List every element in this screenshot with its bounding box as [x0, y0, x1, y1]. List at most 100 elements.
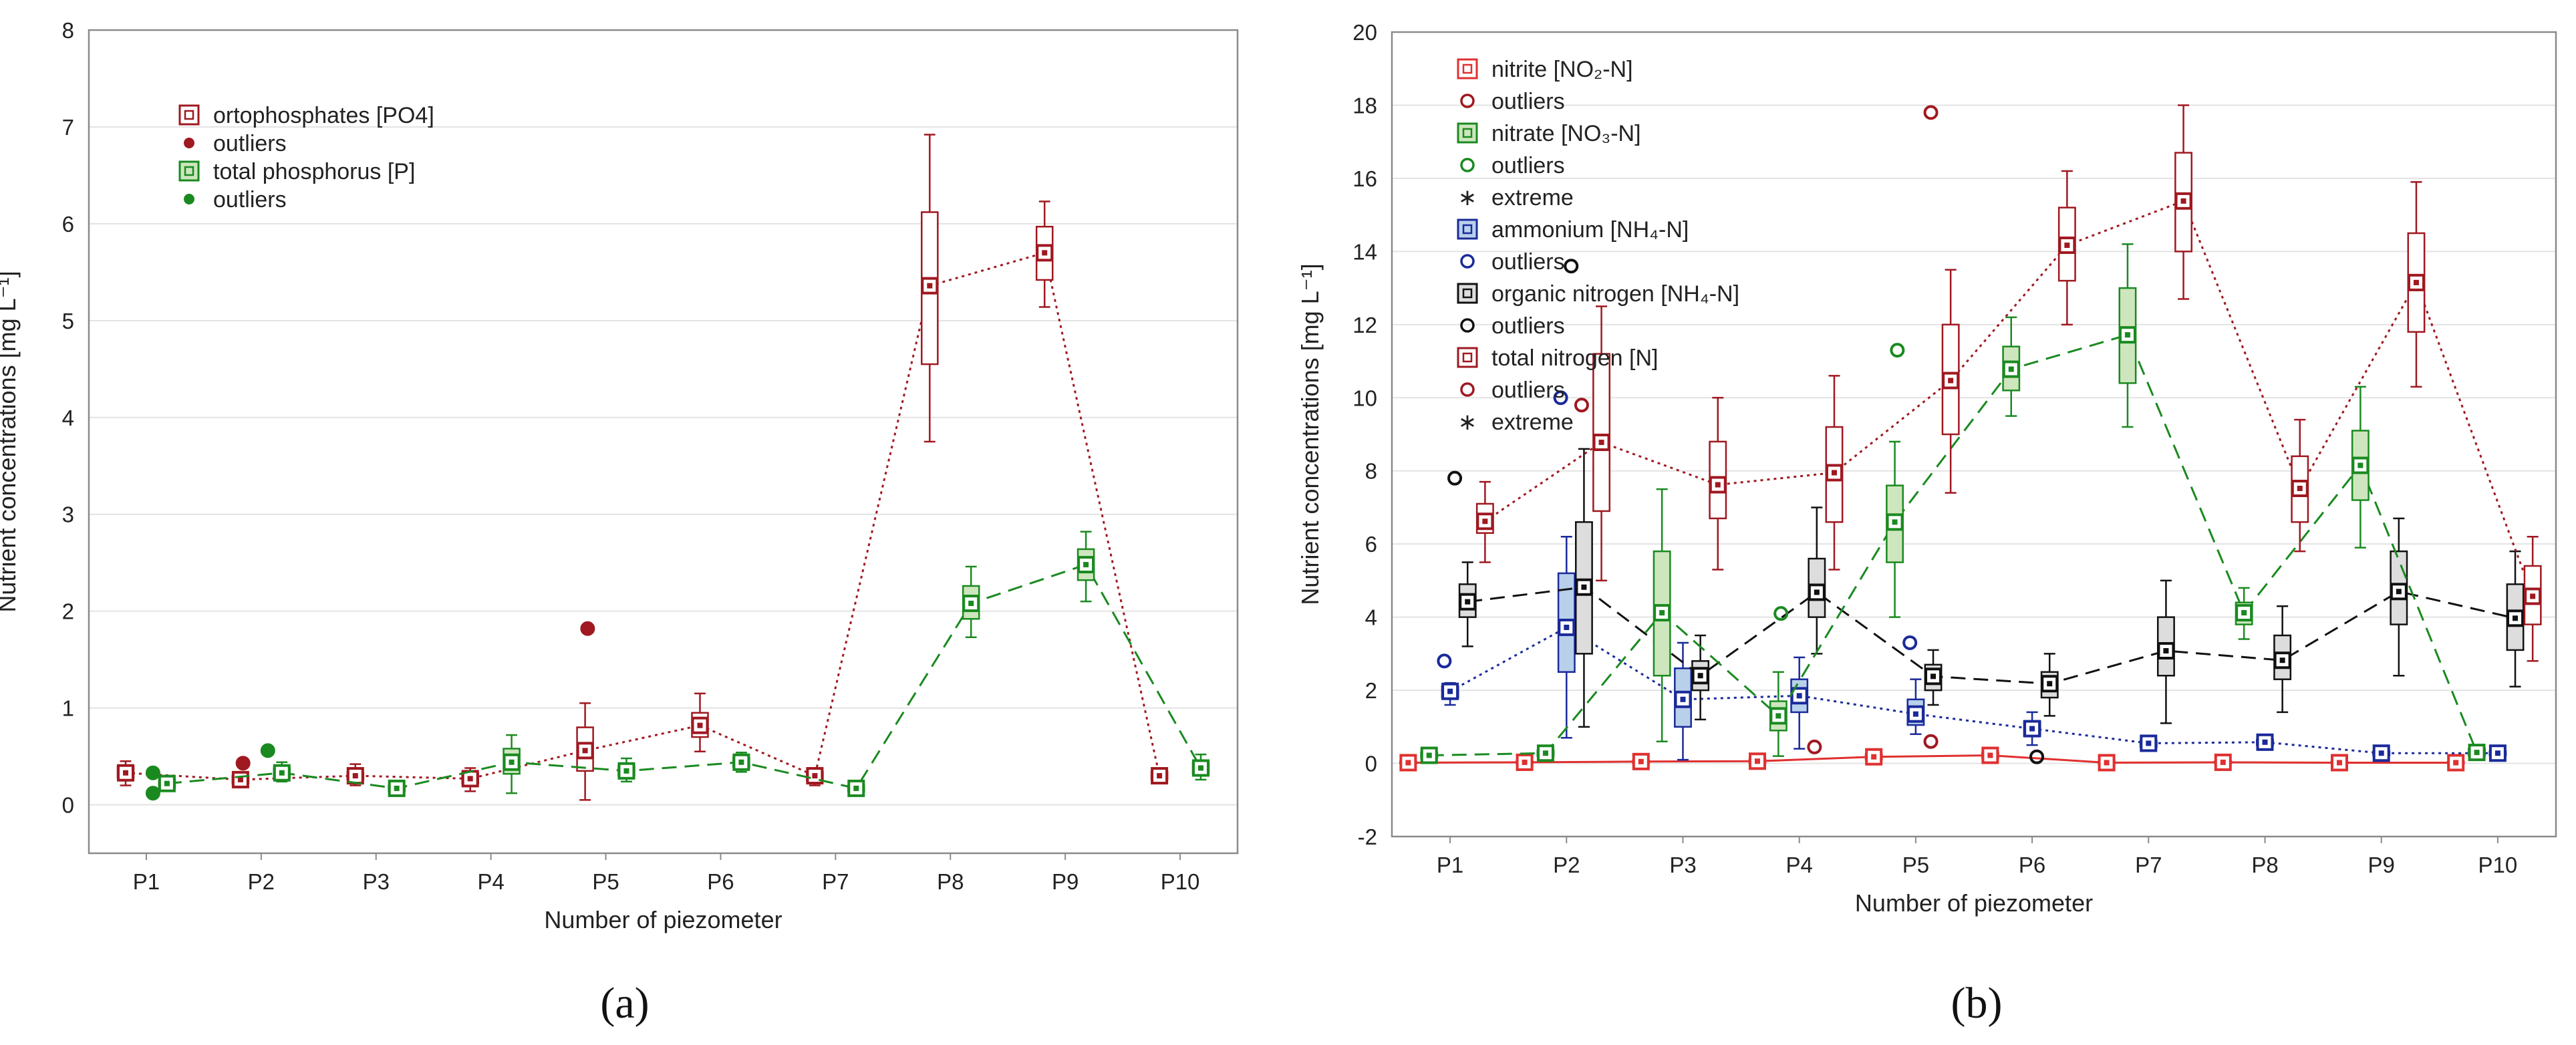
b-y-tick-label: 14 — [1352, 239, 1377, 264]
b-legend-swatch — [1457, 283, 1478, 304]
a-median-dot — [853, 785, 859, 791]
a-legend-swatch — [184, 138, 194, 148]
b-median-dot — [1987, 752, 1993, 758]
a-median-dot — [623, 768, 629, 774]
b-legend-label: nitrate [NO₃-N] — [1491, 121, 1641, 146]
b-median-dot — [1871, 754, 1877, 760]
a-legend-label: outliers — [213, 131, 287, 156]
b-y-tick-label: 8 — [1365, 459, 1377, 484]
b-y-tick-label: 6 — [1365, 532, 1377, 557]
a-x-tick-label: P2 — [248, 869, 275, 894]
b-legend-swatch — [1457, 347, 1478, 368]
b-x-tick-label: P4 — [1786, 853, 1813, 877]
b-median-dot — [1948, 378, 1954, 384]
b-median-dot — [2413, 279, 2419, 285]
b-legend-swatch — [1460, 318, 1475, 333]
b-outlier-point — [1553, 390, 1568, 406]
b-x-tick-label: P5 — [1902, 853, 1929, 877]
a-median-dot — [1083, 562, 1089, 568]
b-legend-swatch — [1457, 58, 1478, 80]
a-median-line — [125, 251, 1161, 781]
a-x-tick-label: P4 — [477, 869, 504, 894]
a-median-dot — [1042, 250, 1048, 256]
chart-panel-b: -2 0 2 4 6 8 10 12 14 16 18 20 P1 P2 P3 P4 P5 P6 P7 P8 P9 P10… — [1296, 20, 2557, 1028]
b-box — [1592, 353, 1611, 512]
b-outlier-point — [1923, 734, 1939, 749]
b-y-tick-label: 18 — [1352, 93, 1377, 118]
a-x-tick-label: P9 — [1052, 869, 1079, 894]
a-median-dot — [279, 770, 285, 776]
b-median-dot — [2262, 739, 2268, 745]
b-legend-swatch: ∗ — [1458, 185, 1477, 210]
b-panel-label: (b) — [1951, 979, 2003, 1028]
b-median-dot — [2378, 750, 2384, 756]
b-median-dot — [2357, 462, 2364, 468]
b-outlier-point — [2029, 749, 2045, 764]
a-x-tick-label: P7 — [822, 869, 849, 894]
b-median-dot — [2124, 332, 2130, 338]
b-median-line — [1429, 333, 2478, 757]
b-x-tick-label: P9 — [2368, 853, 2395, 877]
a-median-dot — [968, 601, 974, 607]
b-median-dot — [1715, 482, 1721, 488]
b-legend-label: nitrite [NO₂-N] — [1491, 57, 1633, 82]
b-outlier-point — [1773, 606, 1789, 621]
b-x-tick-label: P6 — [2019, 853, 2045, 877]
b-series-3 — [1420, 243, 2486, 764]
a-legend-label: ortophosphates [PO4] — [213, 103, 434, 128]
b-median-dot — [1542, 750, 1548, 756]
b-x-axis-title: Number of piezometer — [1855, 889, 2093, 917]
b-legend-swatch — [1457, 122, 1478, 144]
b-x-tick-label: P10 — [2478, 853, 2518, 877]
b-median-dot — [2453, 760, 2459, 766]
a-median-dot — [352, 773, 358, 779]
b-series-0 — [1399, 746, 2465, 772]
b-median-dot — [1680, 696, 1686, 702]
a-y-tick-label: 2 — [62, 599, 74, 624]
b-x-tick-label: P2 — [1553, 853, 1580, 877]
a-legend: ortophosphates [PO4] outliers total phosph… — [178, 103, 434, 212]
a-y-tick-label: 4 — [62, 406, 74, 430]
b-median-dot — [2297, 485, 2303, 491]
a-legend-swatch — [184, 194, 194, 204]
b-legend-label: outliers — [1491, 313, 1565, 339]
b-y-tick-label: 20 — [1352, 20, 1377, 45]
a-x-tick-label: P10 — [1161, 869, 1200, 894]
b-y-tick-label: 10 — [1352, 386, 1377, 410]
b-legend-swatch-inner — [1462, 63, 1473, 74]
b-median-dot — [1564, 624, 1570, 630]
b-legend-swatch-inner — [1462, 128, 1473, 138]
a-panel-label: (a) — [600, 979, 649, 1028]
b-median-dot — [2008, 366, 2014, 372]
b-y-tick-label: -2 — [1358, 825, 1377, 849]
b-outlier-point — [1564, 259, 1579, 274]
b-median-dot — [2146, 740, 2152, 746]
b-legend-label: extreme — [1491, 185, 1574, 210]
b-legend-label: outliers — [1491, 153, 1565, 178]
b-median-dot — [1912, 711, 1918, 717]
a-y-tick-label: 7 — [62, 115, 74, 140]
b-median-dot — [2104, 760, 2110, 766]
b-y-tick-label: 0 — [1365, 752, 1377, 776]
b-median-dot — [1892, 519, 1898, 525]
b-x-tick-label: P7 — [2135, 853, 2162, 877]
b-plot-frame — [1391, 31, 2557, 838]
b-legend-swatch — [1460, 94, 1475, 108]
b-median-dot — [1522, 759, 1528, 765]
a-median-dot — [697, 722, 703, 728]
b-median-dot — [1482, 518, 1488, 525]
b-outlier-point — [1807, 739, 1822, 754]
b-median-dot — [2279, 657, 2285, 663]
b-legend-label: outliers — [1491, 89, 1565, 114]
b-y-tick-label: 4 — [1365, 605, 1377, 630]
a-plot-frame — [88, 29, 1239, 855]
b-median-dot — [1465, 599, 1471, 605]
a-legend-label: outliers — [213, 187, 287, 212]
a-median-dot — [237, 776, 243, 782]
a-median-dot — [164, 780, 170, 786]
b-median-dot — [1930, 674, 1937, 680]
b-legend-label: organic nitrogen [NH₄-N] — [1491, 281, 1739, 307]
b-legend: nitrite [NO₂-N] outliers nitrate [NO₃-N] ou… — [1457, 57, 1739, 435]
b-legend-swatch-inner — [1462, 352, 1473, 363]
